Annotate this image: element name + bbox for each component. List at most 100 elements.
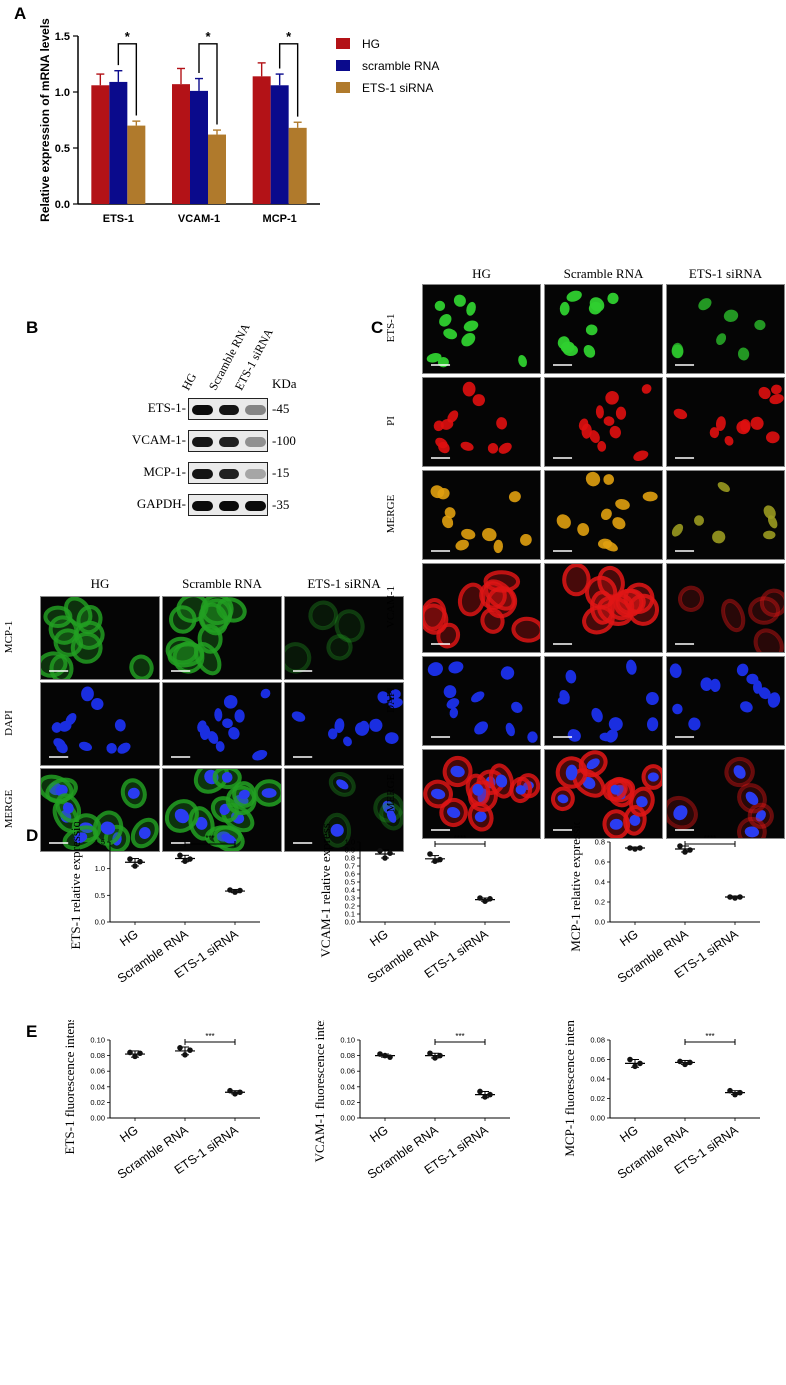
data-point [487, 896, 493, 902]
data-point [232, 889, 238, 895]
micrograph-tile [422, 749, 541, 839]
significance-label: *** [205, 1032, 214, 1041]
legend-label: HG [362, 37, 380, 51]
micrograph-tile [284, 596, 404, 680]
y-tick-label: 0.1 [345, 910, 355, 919]
scatter-d2: 0.00.10.20.30.40.50.60.70.80.91.0 VCAM-1 … [318, 822, 510, 986]
y-tick-label: 0.2 [345, 902, 355, 911]
wb-band [218, 469, 240, 479]
data-point [377, 848, 383, 854]
x-tick-label: VCAM-1 [178, 213, 220, 225]
y-tick-label: 0.00 [590, 1114, 605, 1123]
x-tick-label: HG [367, 927, 390, 949]
micrograph-tile [544, 749, 663, 839]
wb-band [192, 437, 213, 447]
y-tick-label: 0.04 [340, 1082, 355, 1091]
y-tick-label: 0.6 [345, 870, 355, 879]
if-row-label: MERGE [3, 789, 15, 829]
y-tick-label: 0.8 [345, 854, 355, 863]
legend-label: scramble RNA [362, 59, 439, 73]
scatter-e3: 0.00 0.02 0.04 0.06 0.08 MCP-1 fluorescence i… [562, 1020, 760, 1182]
y-tick-label: 0.0 [95, 918, 105, 927]
if-column-label: Scramble RNA [563, 266, 644, 281]
if-row-label: MERGE [385, 773, 397, 813]
wb-protein-label: GAPDH- [136, 496, 186, 511]
data-point [127, 1049, 133, 1056]
wb-protein-label: ETS-1- [147, 400, 186, 415]
data-point [237, 1089, 243, 1096]
wb-band [245, 469, 266, 479]
y-axis-title: VCAM-1 relative expression [318, 822, 333, 957]
significance-label: **** [704, 834, 716, 843]
significance-label: *** [705, 1032, 714, 1041]
if-row-label: DAPI [3, 710, 15, 736]
x-tick-label: ETS-1 [103, 213, 134, 225]
wb-kda-value: -45 [272, 401, 290, 416]
wb-band [218, 501, 240, 511]
if-row-label: PI [385, 416, 397, 426]
data-point [187, 856, 193, 862]
data-point [137, 1050, 143, 1057]
panel-label-d: D [26, 826, 39, 845]
if-column-label: HG [90, 576, 110, 591]
bar [288, 127, 307, 204]
y-tick-label: 1.5 [55, 31, 70, 43]
wb-strip [188, 398, 268, 420]
wb-band [192, 501, 213, 511]
data-point [737, 894, 743, 900]
wb-band [192, 405, 213, 415]
significance-label: *** [455, 1032, 464, 1041]
bar [252, 76, 271, 204]
significance-label: * [205, 29, 211, 44]
y-tick-label: 1.5 [95, 838, 105, 847]
data-point [687, 847, 693, 853]
wb-band [192, 469, 213, 479]
data-point [132, 1053, 138, 1060]
y-tick-label: 0.10 [90, 1036, 105, 1045]
micrograph-tile [544, 656, 663, 746]
y-tick-label: 0.06 [340, 1067, 355, 1076]
wb-kda-value: -100 [272, 433, 296, 448]
wb-lane-label: HG [178, 370, 200, 393]
y-tick-label: 0.0 [55, 199, 70, 211]
x-tick-label: MCP-1 [263, 213, 297, 225]
y-tick-label: 0.00 [90, 1114, 105, 1123]
wb-protein-label: MCP-1- [143, 464, 186, 479]
significance-label: * [125, 29, 131, 44]
x-tick-label: HG [117, 1123, 140, 1145]
bar [172, 84, 190, 204]
micrograph-tile [162, 768, 282, 852]
if-grid-c: HG Scramble RNA ETS-1 siRNA ETS-1 PI MERGE VCA… [385, 262, 786, 839]
micrograph-tile [40, 596, 160, 680]
data-point [732, 895, 738, 901]
data-point [137, 858, 143, 865]
if-column-label: ETS-1 siRNA [688, 266, 763, 281]
legend-swatch [336, 60, 350, 71]
legend-label: ETS-1 siRNA [362, 81, 433, 95]
scatter-e2: 0.00 0.02 0.04 0.06 0.08 0.10 VCAM-1 fluoresce… [312, 1020, 510, 1182]
wb-protein-label: VCAM-1- [131, 432, 186, 447]
y-tick-label: 0.3 [345, 894, 355, 903]
data-point [627, 845, 633, 851]
x-tick-label: HG [367, 1123, 390, 1145]
wb-band [245, 501, 266, 511]
y-tick-label: 1.0 [55, 87, 70, 99]
y-tick-label: 0.2 [595, 898, 605, 907]
micrograph-tile [666, 284, 785, 374]
data-point [382, 855, 388, 861]
y-axis-title: ETS-1 fluorescence intensity [62, 1020, 77, 1154]
if-row-label: MERGE [385, 494, 397, 534]
y-tick-label: 1.0 [345, 838, 355, 847]
data-point [427, 1050, 433, 1057]
micrograph-tile [40, 682, 160, 766]
micrograph-tile [544, 470, 663, 560]
data-point [132, 863, 138, 869]
wb-band [245, 437, 266, 447]
scatter-d3: 0.0 0.2 0.4 0.6 0.8 MCP-1 relative expression… [568, 822, 760, 986]
data-point [387, 1054, 393, 1060]
significance-label: * [286, 29, 292, 44]
wb-band [245, 405, 266, 415]
y-tick-label: 0.00 [340, 1114, 355, 1123]
